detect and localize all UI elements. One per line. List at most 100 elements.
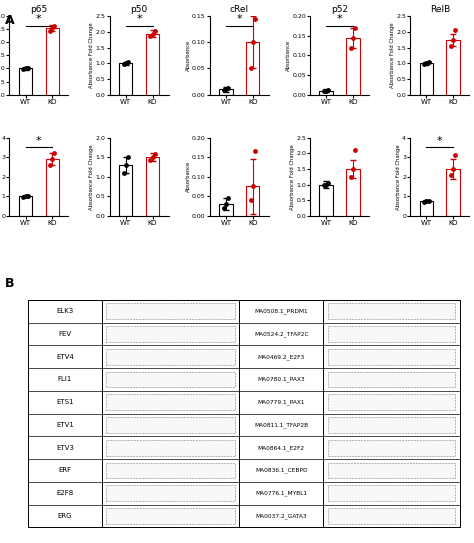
Point — [48, 24, 56, 33]
Point — [24, 191, 31, 200]
Point — [247, 64, 255, 73]
Text: ETV4: ETV4 — [56, 353, 74, 359]
Bar — [328, 508, 456, 524]
Point — [51, 149, 58, 157]
Text: B: B — [5, 277, 14, 290]
Y-axis label: Absorbance Fold Change: Absorbance Fold Change — [390, 23, 395, 88]
Point — [124, 58, 132, 67]
Text: MA0524.2_TFAP2C: MA0524.2_TFAP2C — [254, 331, 309, 337]
Point — [322, 86, 330, 95]
Point — [452, 26, 459, 35]
Point — [122, 59, 129, 67]
Bar — [328, 417, 456, 433]
Point — [247, 196, 255, 205]
Text: FLI1: FLI1 — [58, 376, 72, 382]
Text: *: * — [437, 136, 443, 146]
Bar — [328, 394, 456, 410]
Text: FEV: FEV — [58, 331, 72, 337]
Bar — [107, 326, 235, 342]
Text: p50: p50 — [130, 4, 148, 14]
Bar — [107, 304, 235, 319]
Point — [447, 171, 455, 179]
Point — [120, 60, 128, 68]
Text: *: * — [337, 14, 342, 24]
Bar — [328, 349, 456, 365]
Point — [423, 197, 430, 205]
Bar — [319, 185, 333, 216]
Y-axis label: Absorbance: Absorbance — [286, 40, 291, 71]
Point — [249, 38, 256, 47]
Point — [249, 182, 256, 191]
Point — [146, 31, 154, 40]
Bar — [107, 463, 235, 478]
Text: MA0836.1_CEBPD: MA0836.1_CEBPD — [255, 468, 308, 473]
Text: A: A — [5, 14, 14, 27]
Text: *: * — [36, 14, 42, 24]
Point — [24, 64, 31, 72]
Bar — [328, 440, 456, 456]
Point — [224, 194, 232, 203]
Text: ELK3: ELK3 — [56, 308, 73, 314]
Text: ETV1: ETV1 — [56, 422, 74, 428]
Text: RelB: RelB — [429, 4, 450, 14]
Bar — [107, 349, 235, 365]
Text: MA0864.1_E2F2: MA0864.1_E2F2 — [258, 445, 305, 451]
Point — [351, 24, 359, 33]
Y-axis label: Absorbance: Absorbance — [186, 40, 191, 71]
Bar — [107, 417, 235, 433]
Point — [351, 146, 359, 154]
Text: MA0811.1_TFAP2B: MA0811.1_TFAP2B — [254, 422, 309, 428]
Point — [22, 192, 29, 200]
Bar — [419, 63, 433, 94]
Point — [320, 87, 328, 96]
Point — [251, 15, 259, 23]
Point — [420, 198, 428, 206]
Text: cRel: cRel — [230, 4, 249, 14]
Bar — [119, 165, 132, 216]
Point — [122, 161, 129, 169]
Point — [22, 64, 29, 73]
Bar — [319, 91, 333, 94]
Bar — [46, 28, 59, 94]
Point — [220, 86, 228, 94]
Point — [251, 147, 259, 156]
Bar — [46, 159, 59, 216]
Point — [19, 193, 27, 201]
Point — [452, 151, 459, 160]
Text: MA0780.1_PAX3: MA0780.1_PAX3 — [257, 377, 305, 382]
Point — [347, 43, 355, 52]
Text: E2F8: E2F8 — [56, 490, 73, 496]
Bar — [447, 40, 460, 94]
Point — [320, 181, 328, 190]
Bar — [107, 508, 235, 524]
Bar — [328, 326, 456, 342]
Text: ETS1: ETS1 — [56, 399, 73, 405]
Bar — [246, 186, 259, 216]
Text: p65: p65 — [30, 4, 47, 14]
Point — [149, 29, 156, 38]
Text: MA0469.2_E2F3: MA0469.2_E2F3 — [258, 354, 305, 359]
Bar — [119, 63, 132, 94]
Bar — [328, 463, 456, 478]
Point — [425, 58, 432, 67]
Bar — [328, 485, 456, 501]
Point — [349, 34, 357, 42]
Bar — [447, 169, 460, 216]
Point — [224, 84, 232, 92]
Point — [149, 153, 156, 161]
Point — [151, 150, 158, 159]
Text: MA0037.2_GATA3: MA0037.2_GATA3 — [255, 513, 307, 519]
Y-axis label: Absorbance Fold Change: Absorbance Fold Change — [89, 144, 94, 210]
Point — [347, 172, 355, 181]
Bar — [107, 485, 235, 501]
Bar — [246, 42, 259, 94]
Text: MA0779.1_PAX1: MA0779.1_PAX1 — [257, 400, 305, 405]
Text: p52: p52 — [331, 4, 348, 14]
Point — [220, 204, 228, 212]
Text: *: * — [36, 136, 42, 146]
Bar — [107, 371, 235, 388]
Point — [120, 168, 128, 177]
Bar — [219, 90, 233, 94]
Bar — [107, 440, 235, 456]
Text: MA0508.1_PRDM1: MA0508.1_PRDM1 — [255, 308, 308, 314]
